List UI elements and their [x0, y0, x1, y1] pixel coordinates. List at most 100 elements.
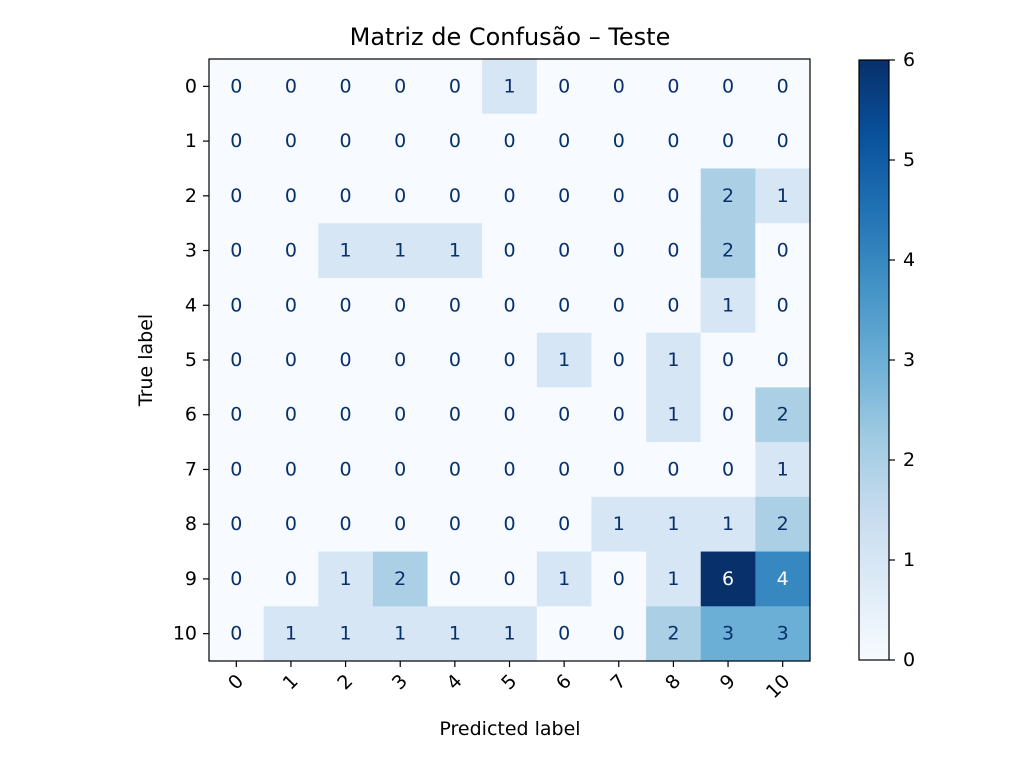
heatmap-cell-value: 0 — [394, 185, 406, 207]
heatmap-cell — [755, 442, 811, 498]
heatmap-cell-value: 2 — [394, 568, 406, 590]
heatmap-cell-value: 0 — [394, 349, 406, 371]
heatmap-cell — [700, 551, 756, 607]
heatmap-cell-value: 0 — [667, 240, 679, 262]
heatmap-cell-value: 0 — [722, 130, 734, 152]
heatmap-cell — [700, 277, 756, 334]
heatmap-cell — [209, 168, 265, 224]
heatmap-cell-value: 0 — [449, 75, 461, 97]
heatmap-cell-value: 1 — [722, 513, 734, 535]
heatmap-cell-value: 0 — [230, 349, 242, 371]
heatmap-cell-value: 0 — [503, 185, 515, 207]
colorbar-gradient — [859, 60, 889, 660]
heatmap-cells — [209, 59, 811, 662]
heatmap-cell-value: 0 — [613, 75, 625, 97]
heatmap-cell — [700, 332, 756, 388]
heatmap-cell-value: 0 — [340, 75, 352, 97]
heatmap-cell — [427, 223, 483, 279]
x-tick-label: 9 — [716, 670, 740, 694]
heatmap-cell-value: 1 — [613, 513, 625, 535]
heatmap-cell — [755, 59, 811, 115]
heatmap-cell-value: 1 — [558, 349, 570, 371]
x-tick-label: 0 — [224, 670, 248, 694]
heatmap-cell — [591, 59, 647, 115]
heatmap-cell — [427, 551, 483, 607]
heatmap-cell — [318, 496, 374, 553]
heatmap-cell-value: 1 — [722, 294, 734, 316]
heatmap-cell-value: 1 — [777, 458, 789, 480]
heatmap-cell — [372, 277, 429, 334]
heatmap-cell-value: 0 — [230, 185, 242, 207]
heatmap-cell — [482, 496, 538, 553]
heatmap-cell — [755, 168, 811, 224]
heatmap-cell-value: 0 — [667, 75, 679, 97]
heatmap-cell — [209, 277, 265, 334]
heatmap-cell-value: 0 — [449, 458, 461, 480]
heatmap-cell — [318, 606, 374, 662]
heatmap-cell-value: 0 — [340, 458, 352, 480]
heatmap-cell-value: 0 — [285, 568, 297, 590]
heatmap-cell-value: 1 — [340, 240, 352, 262]
heatmap-cell-value: 0 — [503, 568, 515, 590]
heatmap-cell-value: 3 — [722, 623, 734, 645]
heatmap-cell — [318, 59, 374, 115]
heatmap-cell — [427, 387, 483, 443]
heatmap-cell-value: 0 — [777, 349, 789, 371]
heatmap-cell — [700, 223, 756, 279]
y-tick-label: 0 — [185, 75, 197, 97]
heatmap-cell — [536, 496, 593, 553]
heatmap-cell — [482, 113, 538, 170]
heatmap-cell — [372, 223, 429, 279]
heatmap-cell-value: 0 — [613, 294, 625, 316]
heatmap-cell — [427, 59, 483, 115]
heatmap-cell-value: 1 — [394, 240, 406, 262]
heatmap-cell-value: 0 — [230, 404, 242, 426]
heatmap-cell-value: 2 — [777, 513, 789, 535]
heatmap-cell — [372, 113, 429, 170]
heatmap-cell — [700, 168, 756, 224]
colorbar-ticks: 0 1 2 3 4 5 6 — [889, 49, 915, 671]
heatmap-cell — [646, 113, 702, 170]
heatmap-cell — [482, 551, 538, 607]
heatmap-cell — [536, 387, 593, 443]
heatmap-cell-value: 0 — [613, 130, 625, 152]
heatmap-cell — [427, 277, 483, 334]
colorbar-tick-label: 0 — [903, 649, 915, 671]
heatmap-cell-value: 1 — [667, 568, 679, 590]
heatmap-cell-value: 0 — [667, 130, 679, 152]
heatmap-cell-value: 0 — [558, 294, 570, 316]
heatmap-cell — [646, 332, 702, 388]
heatmap-cell-value: 0 — [558, 240, 570, 262]
heatmap-cell — [482, 59, 538, 115]
heatmap-cell — [372, 496, 429, 553]
heatmap-cell-value: 0 — [230, 240, 242, 262]
heatmap-cell-value: 0 — [722, 404, 734, 426]
heatmap-cell — [427, 113, 483, 170]
heatmap-cell — [318, 277, 374, 334]
heatmap-cell-value: 1 — [503, 75, 515, 97]
y-tick-label: 9 — [185, 568, 197, 590]
heatmap-cell — [263, 551, 319, 607]
y-tick-label: 7 — [185, 458, 197, 480]
heatmap-cell — [591, 387, 647, 443]
chart-title: Matriz de Confusão – Teste — [350, 23, 671, 51]
heatmap-cell-value: 0 — [558, 75, 570, 97]
y-tick-label: 5 — [185, 349, 197, 371]
heatmap-cell-labels: 0 0 0 0 0 1 0 0 0 0 0 0 0 0 0 0 0 0 0 0 0 0 0 0 0 0 0 0 0 0 0 2 1 0 0 1 1 1 0 0… — [230, 75, 788, 644]
heatmap-cell-value: 0 — [340, 349, 352, 371]
heatmap-cell — [536, 113, 593, 170]
heatmap-cell — [263, 59, 319, 115]
x-axis-ticks: 0 1 2 3 4 5 6 7 8 9 10 — [224, 661, 794, 703]
heatmap-cell — [318, 113, 374, 170]
heatmap-cell — [536, 168, 593, 224]
heatmap-cell — [263, 332, 319, 388]
heatmap-cell — [755, 387, 811, 443]
heatmap-cell — [536, 551, 593, 607]
heatmap-cell — [209, 551, 265, 607]
heatmap-cell-value: 0 — [558, 513, 570, 535]
heatmap-cell — [263, 113, 319, 170]
heatmap-cell-value: 0 — [230, 458, 242, 480]
heatmap-cell — [209, 223, 265, 279]
heatmap-cell-value: 0 — [503, 240, 515, 262]
